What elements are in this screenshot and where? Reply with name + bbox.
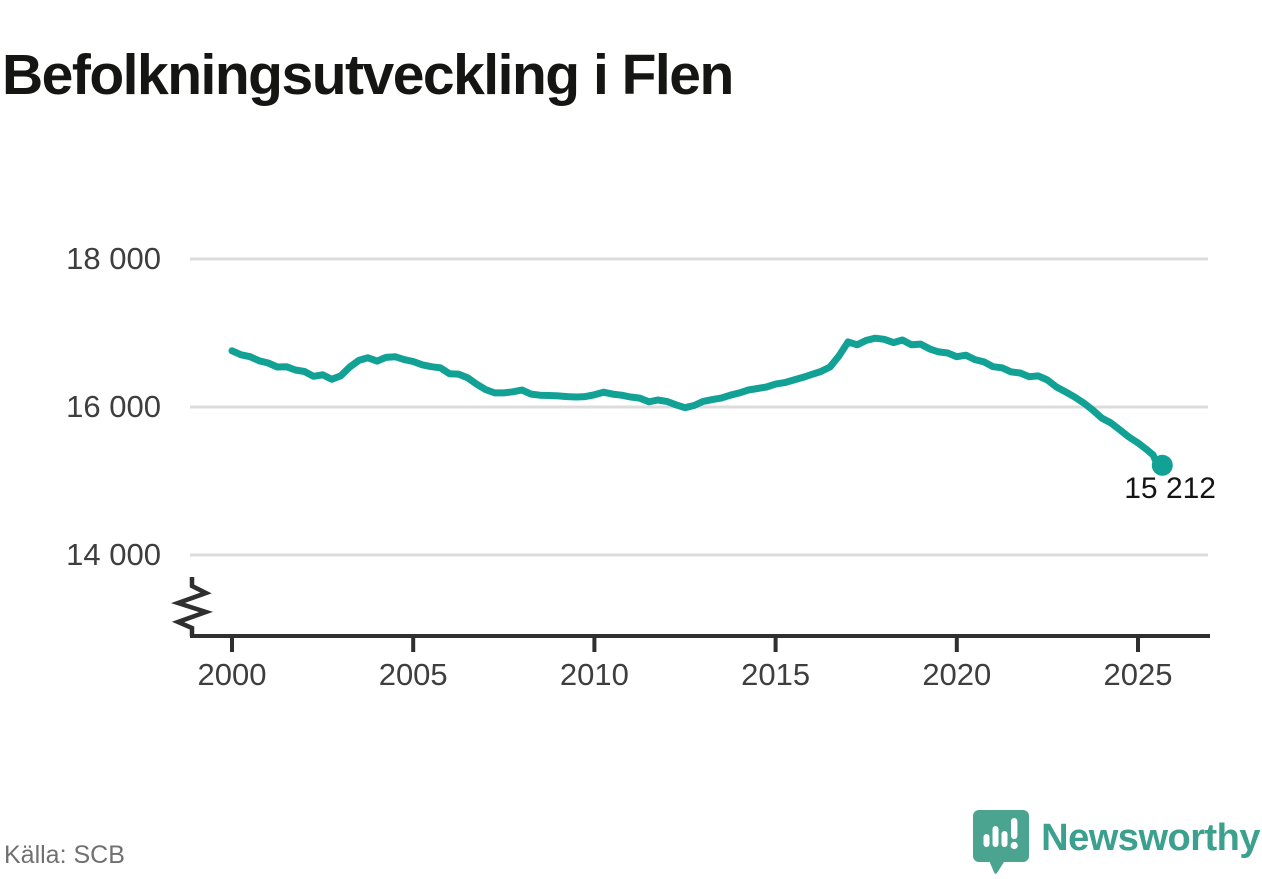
chart-title: Befolkningsutveckling i Flen xyxy=(2,43,734,108)
x-axis-ticks xyxy=(230,637,1140,652)
x-tick-label-2005: 2005 xyxy=(378,657,448,692)
x-tick-label-2020: 2020 xyxy=(922,657,992,692)
latest-value-dot xyxy=(1151,454,1173,476)
x-tick-label-2025: 2025 xyxy=(1103,657,1173,692)
y-axis-break-zigzag-icon xyxy=(170,577,214,636)
newsworthy-wordmark: Newsworthy xyxy=(1041,817,1260,859)
newsworthy-logo-icon xyxy=(973,810,1030,874)
y-tick-label-16000: 16 000 xyxy=(66,389,161,424)
newsworthy-brand[interactable]: Newsworthy xyxy=(973,810,1260,874)
source-note: Källa: SCB xyxy=(4,841,125,869)
latest-value-label: 15 212 xyxy=(1124,472,1216,505)
x-tick-label-2000: 2000 xyxy=(197,657,267,692)
y-tick-label-14000: 14 000 xyxy=(66,537,161,572)
x-tick-label-2015: 2015 xyxy=(741,657,811,692)
y-tick-label-18000: 18 000 xyxy=(66,241,161,276)
population-line-series xyxy=(228,334,1166,472)
x-tick-label-2010: 2010 xyxy=(559,657,629,692)
